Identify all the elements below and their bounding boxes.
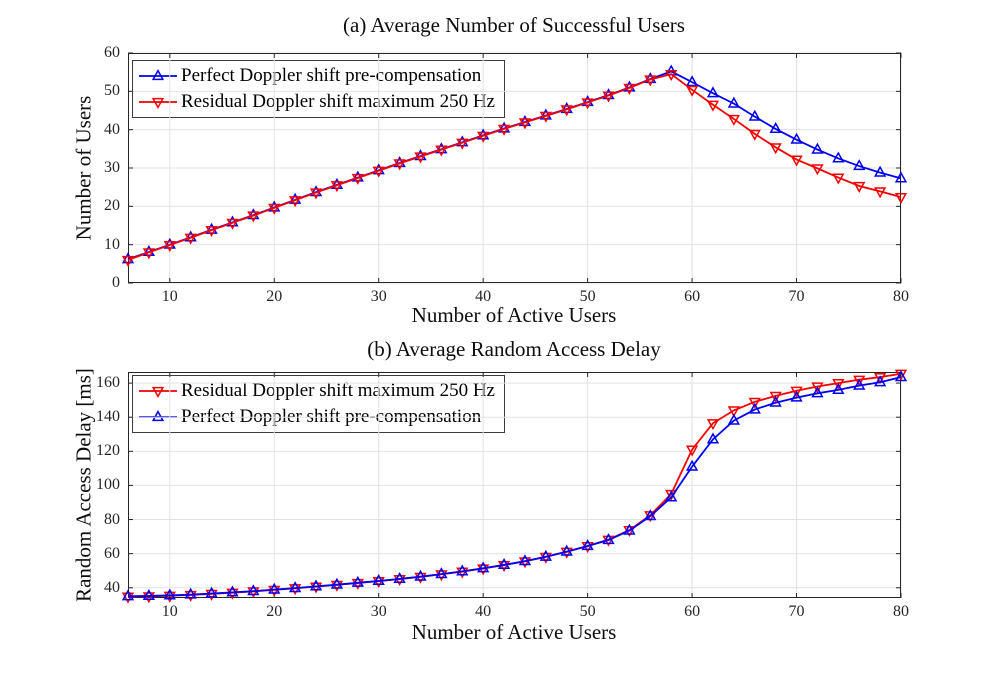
chart-b-legend: Residual Doppler shift maximum 250 Hz Per…: [132, 375, 505, 433]
x-tick-label: 10: [161, 288, 178, 305]
y-tick-label: 0: [112, 274, 120, 291]
series-line: [127, 376, 902, 598]
chart-b-x-axis-label: Number of Active Users: [411, 620, 617, 644]
legend-label: Perfect Doppler shift pre-compensation: [181, 65, 482, 86]
x-tick-label: 50: [579, 288, 596, 305]
legend-label: Residual Doppler shift maximum 250 Hz: [181, 91, 495, 112]
y-tick-label: 160: [96, 374, 120, 392]
triangle-up-marker: [121, 64, 908, 264]
legend-triangle-up-icon: [151, 410, 165, 422]
x-tick-label: 30: [370, 288, 387, 305]
x-tick-label: 30: [370, 603, 387, 620]
x-tick-label: 40: [475, 288, 492, 305]
plot-area: [121, 369, 908, 604]
y-tick-label: 40: [104, 120, 120, 138]
chart-a-x-axis-label: Number of Active Users: [411, 303, 617, 327]
x-tick-label: 60: [684, 288, 701, 305]
legend-sample-triangle-down: [139, 386, 177, 398]
y-tick-label: 80: [104, 510, 120, 528]
y-tick-label: 100: [96, 476, 120, 494]
chart-a-title: (a) Average Number of Successful Users: [343, 13, 685, 37]
legend-label: Residual Doppler shift maximum 250 Hz: [181, 380, 495, 401]
y-tick-label: 20: [104, 197, 120, 215]
x-tick-label: 10: [161, 603, 178, 620]
series-line: [127, 70, 902, 261]
legend-sample-triangle-up: [139, 69, 177, 81]
x-tick-label: 70: [788, 288, 805, 305]
plot-area: [121, 52, 908, 284]
series-line: [127, 73, 902, 261]
legend-triangle-down-icon: [151, 386, 165, 398]
legend-entry: Residual Doppler shift maximum 250 Hz: [138, 89, 495, 115]
legend-label: Perfect Doppler shift pre-compensation: [181, 406, 482, 427]
triangle-up-marker: [121, 370, 908, 601]
x-tick-label: 20: [266, 603, 283, 620]
y-tick-label: 40: [104, 578, 120, 596]
x-tick-label: 50: [579, 603, 596, 620]
chart-a-legend: Perfect Doppler shift pre-compensation Re…: [132, 60, 505, 118]
y-tick-label: 60: [104, 44, 120, 61]
y-tick-label: 120: [96, 442, 120, 460]
legend-triangle-down-icon: [151, 97, 165, 109]
chart-b-title: (b) Average Random Access Delay: [367, 337, 661, 361]
x-tick-label: 80: [893, 603, 909, 620]
x-tick-label: 40: [475, 603, 492, 620]
legend-triangle-up-icon: [151, 69, 165, 81]
x-tick-label: 20: [266, 288, 283, 305]
x-tick-label: 70: [788, 603, 805, 620]
y-tick-label: 10: [104, 235, 120, 253]
legend-entry: Perfect Doppler shift pre-compensation: [138, 63, 495, 89]
legend-sample-triangle-down: [139, 97, 177, 109]
x-tick-label: 60: [684, 603, 701, 620]
y-tick-label: 60: [104, 544, 120, 562]
legend-entry: Residual Doppler shift maximum 250 Hz: [138, 378, 495, 404]
y-tick-label: 50: [104, 82, 120, 100]
triangle-down-marker: [121, 69, 908, 267]
y-tick-label: 30: [104, 159, 120, 176]
triangle-down-marker: [121, 369, 908, 604]
x-tick-label: 80: [893, 288, 909, 305]
y-tick-label: 140: [96, 408, 120, 426]
